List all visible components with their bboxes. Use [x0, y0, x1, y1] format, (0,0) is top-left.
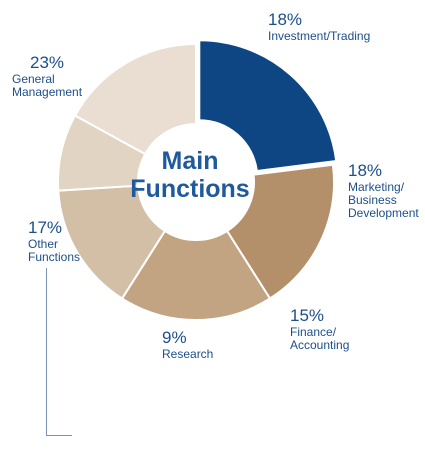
name-other-line-1: Other — [28, 236, 59, 251]
name-marketing-line-3: Development — [348, 206, 419, 221]
name-research: Research — [162, 346, 214, 361]
name-general-management-line-2: Management — [12, 84, 83, 99]
leader-line-horizontal — [46, 435, 72, 436]
chart-center-title: Main Functions — [130, 147, 250, 203]
donut-segment-investment-trading — [225, 163, 335, 300]
label-general-management: 23% General Management — [12, 53, 83, 99]
center-title-line-1: Main — [161, 147, 219, 175]
name-investment-trading: Investment/Trading — [268, 28, 371, 43]
center-title-line-2: Functions — [130, 174, 250, 203]
name-finance-line-1: Finance/ — [290, 324, 337, 339]
donut-segment-other-functions — [73, 42, 197, 156]
percent-research: 9% — [162, 328, 187, 347]
label-research: 9% Research — [162, 328, 214, 361]
name-marketing-line-2: Business — [348, 192, 397, 207]
percent-other-functions: 17% — [28, 218, 63, 237]
name-marketing-line-1: Marketing/ — [348, 179, 405, 194]
percent-general-management: 23% — [30, 53, 65, 72]
name-finance-line-2: Accounting — [290, 337, 350, 352]
percent-finance-accounting: 15% — [290, 306, 325, 325]
donut-segment-general-management — [198, 39, 338, 173]
label-other-functions: 17% Other Functions — [28, 218, 81, 264]
label-finance-accounting: 15% Finance/ Accounting — [290, 306, 350, 352]
label-investment-trading: 18% Investment/Trading — [268, 10, 371, 43]
donut-segment-finance-accounting — [57, 184, 167, 300]
percent-investment-trading: 18% — [268, 10, 303, 29]
name-other-line-2: Functions — [28, 249, 81, 264]
percent-marketing-business-development: 18% — [348, 161, 383, 180]
leader-line-vertical — [46, 268, 47, 436]
name-general-management-line-1: General — [12, 71, 55, 86]
label-marketing-business-development: 18% Marketing/ Business Development — [348, 161, 419, 221]
donut-segment-marketing-business-development — [120, 229, 272, 321]
